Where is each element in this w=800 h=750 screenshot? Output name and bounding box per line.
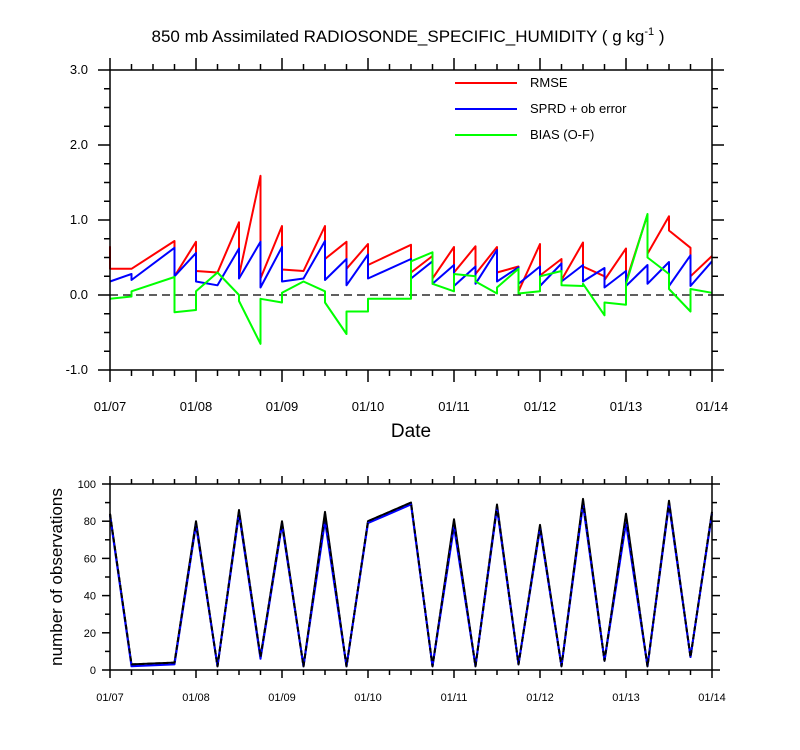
- x-tick-label: 01/07: [96, 692, 124, 704]
- y-tick-label: 20: [84, 628, 96, 640]
- x-tick-label: 01/13: [612, 692, 640, 704]
- y-tick-label: 1.0: [70, 212, 88, 227]
- y-tick-label: 100: [78, 479, 96, 491]
- y-tick-label: 40: [84, 591, 96, 603]
- x-tick-label: 01/10: [354, 692, 382, 704]
- x-tick-label: 01/14: [698, 692, 726, 704]
- legend-label-bias: BIAS (O-F): [530, 127, 594, 142]
- y-tick-label: 80: [84, 516, 96, 528]
- y-tick-label: -1.0: [66, 362, 88, 377]
- observation-count-panel: 01/07 01/08 01/09 01/10 01/11 01/12 01/13 01/14…: [47, 476, 726, 704]
- series-line-top-0: [109, 174, 713, 293]
- y-tick-label: 3.0: [70, 62, 88, 77]
- x-tick-label: 01/11: [441, 692, 468, 704]
- y-tick-label: 60: [84, 553, 96, 565]
- y-tick-label: 0: [90, 665, 96, 677]
- x-tick-label: 01/07: [94, 399, 127, 414]
- legend-label-sprd: SPRD + ob error: [530, 101, 627, 116]
- y-axis-label-observations: number of observations: [47, 488, 66, 666]
- title-superscript: -1: [644, 26, 654, 38]
- x-tick-label: 01/08: [182, 692, 210, 704]
- x-tick-label: 01/14: [696, 399, 729, 414]
- x-tick-label: 01/12: [526, 692, 554, 704]
- series-line-top-2: [109, 213, 713, 345]
- legend: RMSE SPRD + ob error BIAS (O-F): [455, 75, 627, 142]
- x-tick-label: 01/08: [180, 399, 213, 414]
- y-tick-label: 0.0: [70, 287, 88, 302]
- x-tick-label: 01/09: [266, 399, 299, 414]
- x-tick-label: 01/09: [268, 692, 296, 704]
- x-tick-label: 01/11: [438, 399, 470, 414]
- x-tick-label: 01/13: [610, 399, 643, 414]
- series-line-top-1: [109, 240, 713, 289]
- legend-label-rmse: RMSE: [530, 75, 568, 90]
- rmse-spread-bias-panel: 01/07 01/08 01/09 01/10 01/11 01/12 01/13 01/14…: [66, 58, 729, 442]
- y-tick-label: 2.0: [70, 137, 88, 152]
- series-line-bottom-1: [109, 503, 713, 668]
- chart-title: 850 mb Assimilated RADIOSONDE_SPECIFIC_H…: [152, 26, 665, 46]
- x-tick-label: 01/12: [524, 399, 557, 414]
- x-tick-label: 01/10: [352, 399, 385, 414]
- x-axis-label: Date: [391, 421, 431, 442]
- series-line-bottom-0: [109, 497, 713, 668]
- series-line-bottom-2: [109, 499, 713, 668]
